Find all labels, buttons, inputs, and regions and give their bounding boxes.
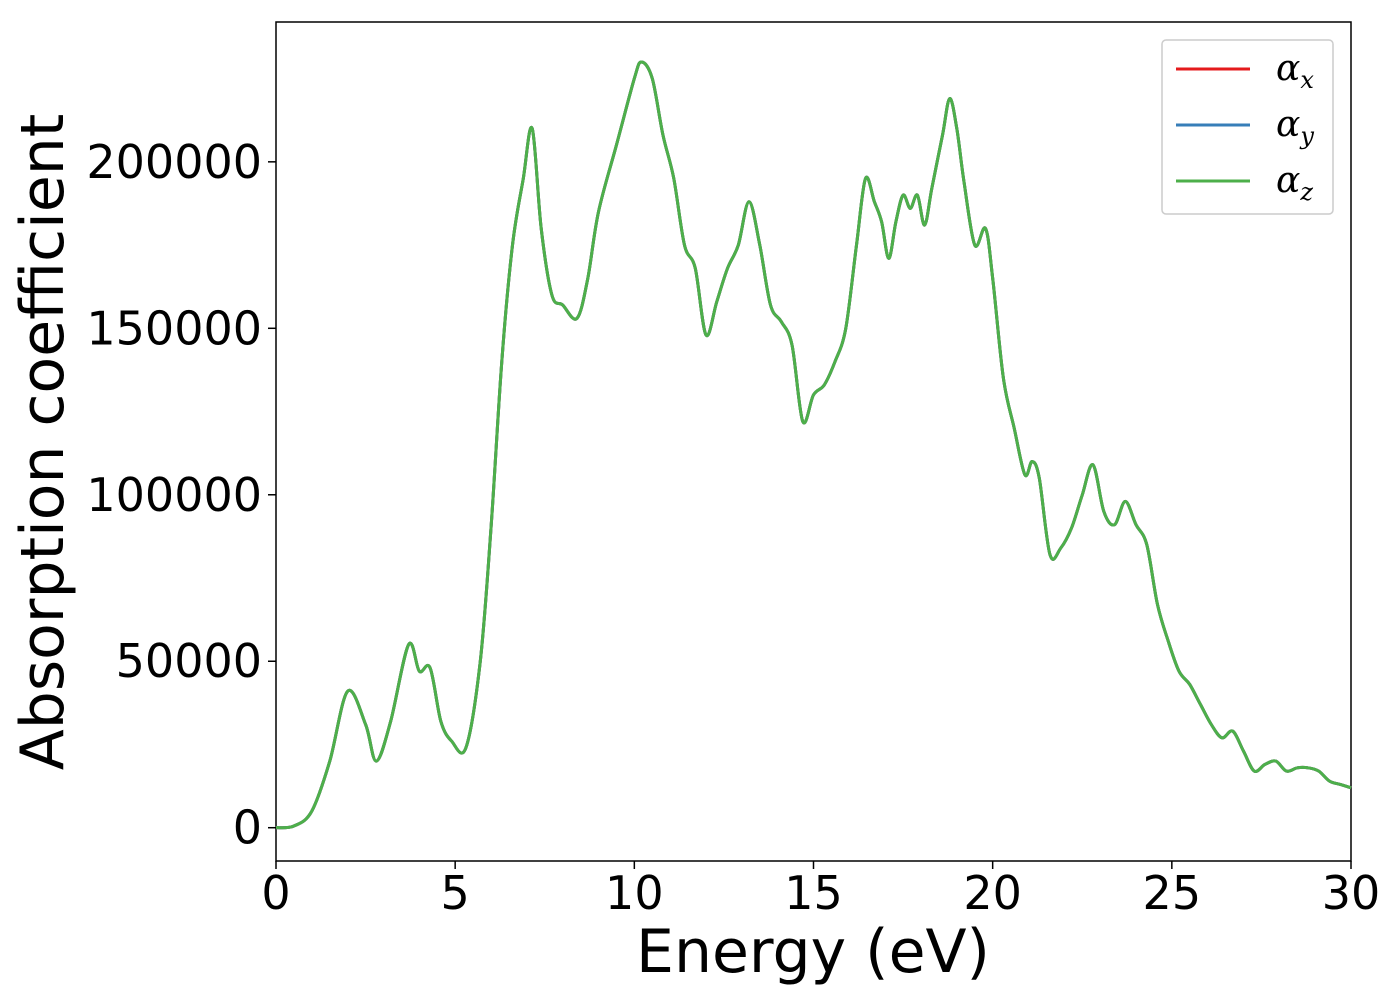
y-tick-label: 150000 — [86, 301, 262, 355]
x-tick-label: 0 — [261, 866, 290, 920]
legend-box — [1161, 39, 1334, 215]
legend-label-x: αx — [1276, 48, 1314, 94]
series-line-z — [275, 60, 1352, 830]
x-tick-label: 20 — [963, 866, 1022, 920]
x-tick-label: 15 — [784, 866, 843, 920]
x-tick-label: 30 — [1322, 866, 1381, 920]
x-axis-ticks: 0 5 10 15 20 25 30 — [261, 861, 1380, 920]
legend-label-z: αz — [1276, 160, 1313, 206]
series-layer — [275, 60, 1352, 830]
legend: αx αy αz — [1161, 39, 1334, 215]
legend-label-y: αy — [1276, 104, 1314, 150]
x-axis-label: Energy (eV) — [636, 917, 990, 987]
y-tick-label: 200000 — [86, 135, 262, 189]
y-tick-label: 100000 — [86, 468, 262, 522]
x-tick-label: 25 — [1143, 866, 1202, 920]
x-tick-label: 10 — [605, 866, 664, 920]
y-tick-label: 50000 — [116, 634, 262, 688]
y-tick-label: 0 — [233, 801, 262, 855]
y-axis-label: Absorption coefficient — [8, 114, 78, 771]
y-axis-ticks: 0 50000 100000 150000 200000 — [86, 135, 276, 855]
x-tick-label: 5 — [441, 866, 470, 920]
